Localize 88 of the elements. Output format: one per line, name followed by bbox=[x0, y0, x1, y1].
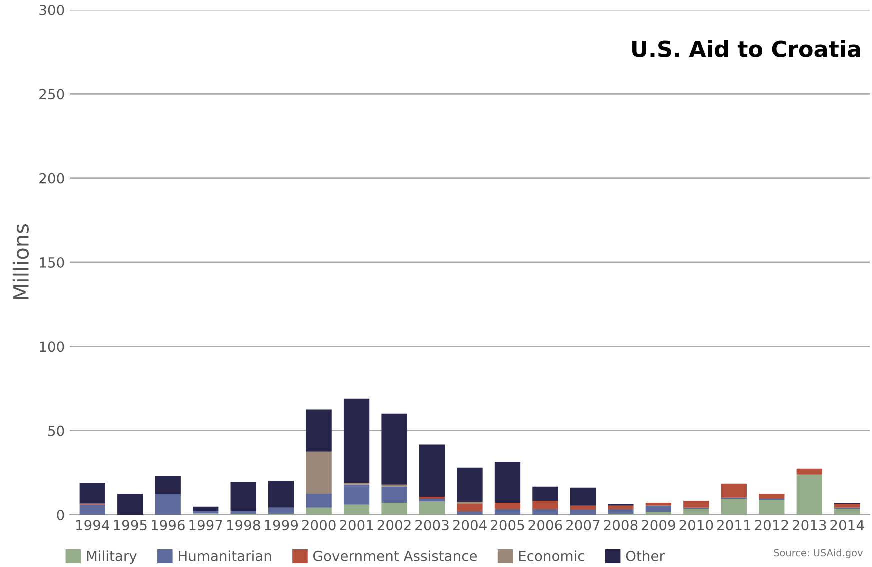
bar bbox=[646, 503, 672, 506]
legend-label: Other bbox=[626, 550, 665, 562]
bar bbox=[457, 504, 483, 512]
bar bbox=[759, 494, 785, 500]
bar bbox=[608, 509, 634, 514]
y-axis-title: Millions bbox=[12, 224, 30, 300]
x-tick-label: 2001 bbox=[340, 520, 374, 531]
bar bbox=[721, 499, 747, 515]
x-tick-label: 2007 bbox=[566, 520, 600, 531]
bar bbox=[306, 410, 332, 452]
x-tick-label: 1997 bbox=[190, 520, 222, 531]
y-tick-label: 300 bbox=[40, 4, 64, 16]
bar bbox=[80, 483, 106, 504]
x-tick-label: 1996 bbox=[152, 520, 185, 531]
bar bbox=[834, 504, 860, 508]
y-tick-label: 200 bbox=[40, 173, 64, 184]
bar bbox=[155, 476, 181, 494]
x-tick-label: 2008 bbox=[604, 520, 638, 531]
bar bbox=[494, 503, 521, 510]
bar bbox=[646, 506, 672, 512]
bar bbox=[532, 509, 558, 515]
bar bbox=[457, 468, 483, 502]
bar bbox=[382, 503, 408, 515]
bar bbox=[419, 496, 446, 500]
x-tick-label: 2004 bbox=[453, 520, 487, 531]
bar bbox=[268, 508, 294, 514]
x-tick-label: 2003 bbox=[416, 520, 449, 531]
bar bbox=[80, 504, 106, 515]
x-tick-label: 2000 bbox=[302, 520, 336, 531]
bar bbox=[344, 484, 370, 505]
bar bbox=[494, 462, 521, 504]
x-tick-label: 2014 bbox=[830, 520, 864, 531]
bar bbox=[230, 510, 256, 514]
bar bbox=[608, 506, 634, 510]
y-tick-label: 250 bbox=[40, 89, 64, 100]
bar bbox=[834, 508, 860, 515]
x-tick-label: 2011 bbox=[717, 520, 751, 531]
bar bbox=[684, 501, 710, 508]
bar bbox=[646, 512, 672, 515]
bar bbox=[570, 506, 596, 510]
legend-label: Economic bbox=[519, 550, 584, 562]
bar bbox=[684, 508, 710, 515]
y-tick-label: 150 bbox=[40, 257, 64, 268]
bar bbox=[419, 502, 446, 515]
legend-label: Government Assistance bbox=[314, 550, 478, 562]
bar bbox=[155, 494, 181, 515]
bar bbox=[457, 511, 483, 515]
bar bbox=[230, 482, 256, 511]
x-tick-label: 2009 bbox=[642, 520, 676, 531]
legend-label: Military bbox=[87, 550, 137, 564]
y-tick-label: 100 bbox=[40, 342, 64, 352]
bar bbox=[796, 468, 822, 475]
x-tick-label: 2012 bbox=[755, 520, 788, 531]
x-tick-label: 2002 bbox=[378, 520, 411, 531]
bar bbox=[532, 501, 558, 510]
bar bbox=[306, 508, 332, 515]
bar bbox=[306, 494, 332, 508]
bar bbox=[721, 484, 747, 498]
x-tick-label: 1998 bbox=[227, 520, 260, 531]
x-tick-label: 1995 bbox=[114, 520, 147, 531]
bar bbox=[532, 486, 558, 502]
y-tick-label: 0 bbox=[57, 510, 64, 520]
y-tick-label: 50 bbox=[48, 426, 64, 436]
bar bbox=[193, 510, 219, 514]
bar bbox=[344, 398, 370, 484]
bar bbox=[118, 494, 144, 515]
legend-label: Humanitarian bbox=[179, 550, 272, 562]
bar bbox=[382, 486, 408, 504]
bar bbox=[344, 504, 370, 515]
bar bbox=[570, 510, 596, 515]
bar bbox=[494, 509, 521, 515]
x-tick-label: 1999 bbox=[265, 520, 298, 531]
bar bbox=[193, 506, 219, 511]
bar bbox=[268, 480, 294, 508]
x-tick-label: 1994 bbox=[76, 520, 110, 531]
bar bbox=[419, 499, 446, 502]
bar bbox=[382, 414, 408, 485]
text: U.S. Aid to Croatia bbox=[632, 40, 860, 58]
x-tick-label: 2006 bbox=[528, 520, 562, 531]
source-note: Source: USAid.gov bbox=[774, 549, 863, 558]
bar bbox=[796, 474, 822, 515]
x-tick-label: 2013 bbox=[792, 520, 826, 531]
bar bbox=[306, 452, 332, 494]
bar bbox=[570, 488, 596, 506]
x-tick-label: 2010 bbox=[680, 520, 714, 531]
bar bbox=[419, 444, 446, 497]
x-tick-label: 2005 bbox=[491, 520, 524, 531]
bar bbox=[759, 500, 785, 515]
